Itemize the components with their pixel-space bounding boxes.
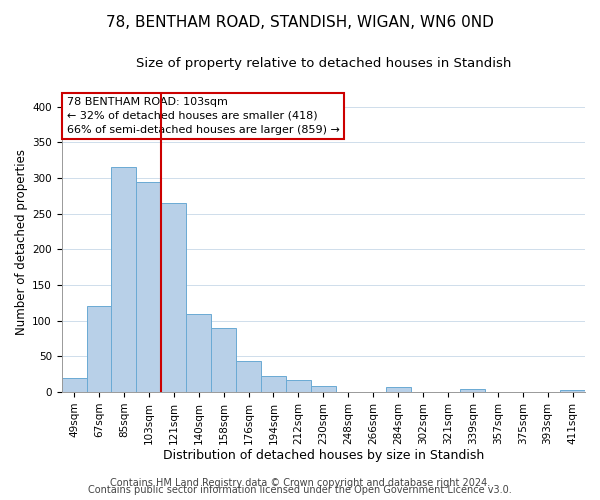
Title: Size of property relative to detached houses in Standish: Size of property relative to detached ho… — [136, 58, 511, 70]
Bar — [136, 182, 161, 392]
Bar — [62, 378, 86, 392]
Bar — [311, 386, 336, 392]
X-axis label: Distribution of detached houses by size in Standish: Distribution of detached houses by size … — [163, 450, 484, 462]
Bar — [386, 387, 410, 392]
Text: Contains public sector information licensed under the Open Government Licence v3: Contains public sector information licen… — [88, 485, 512, 495]
Y-axis label: Number of detached properties: Number of detached properties — [15, 150, 28, 336]
Bar — [460, 388, 485, 392]
Bar — [86, 306, 112, 392]
Bar — [112, 168, 136, 392]
Bar — [161, 203, 186, 392]
Bar — [286, 380, 311, 392]
Bar — [560, 390, 585, 392]
Text: Contains HM Land Registry data © Crown copyright and database right 2024.: Contains HM Land Registry data © Crown c… — [110, 478, 490, 488]
Bar — [261, 376, 286, 392]
Bar — [186, 314, 211, 392]
Bar — [236, 360, 261, 392]
Text: 78, BENTHAM ROAD, STANDISH, WIGAN, WN6 0ND: 78, BENTHAM ROAD, STANDISH, WIGAN, WN6 0… — [106, 15, 494, 30]
Text: 78 BENTHAM ROAD: 103sqm
← 32% of detached houses are smaller (418)
66% of semi-d: 78 BENTHAM ROAD: 103sqm ← 32% of detache… — [67, 97, 340, 135]
Bar — [211, 328, 236, 392]
